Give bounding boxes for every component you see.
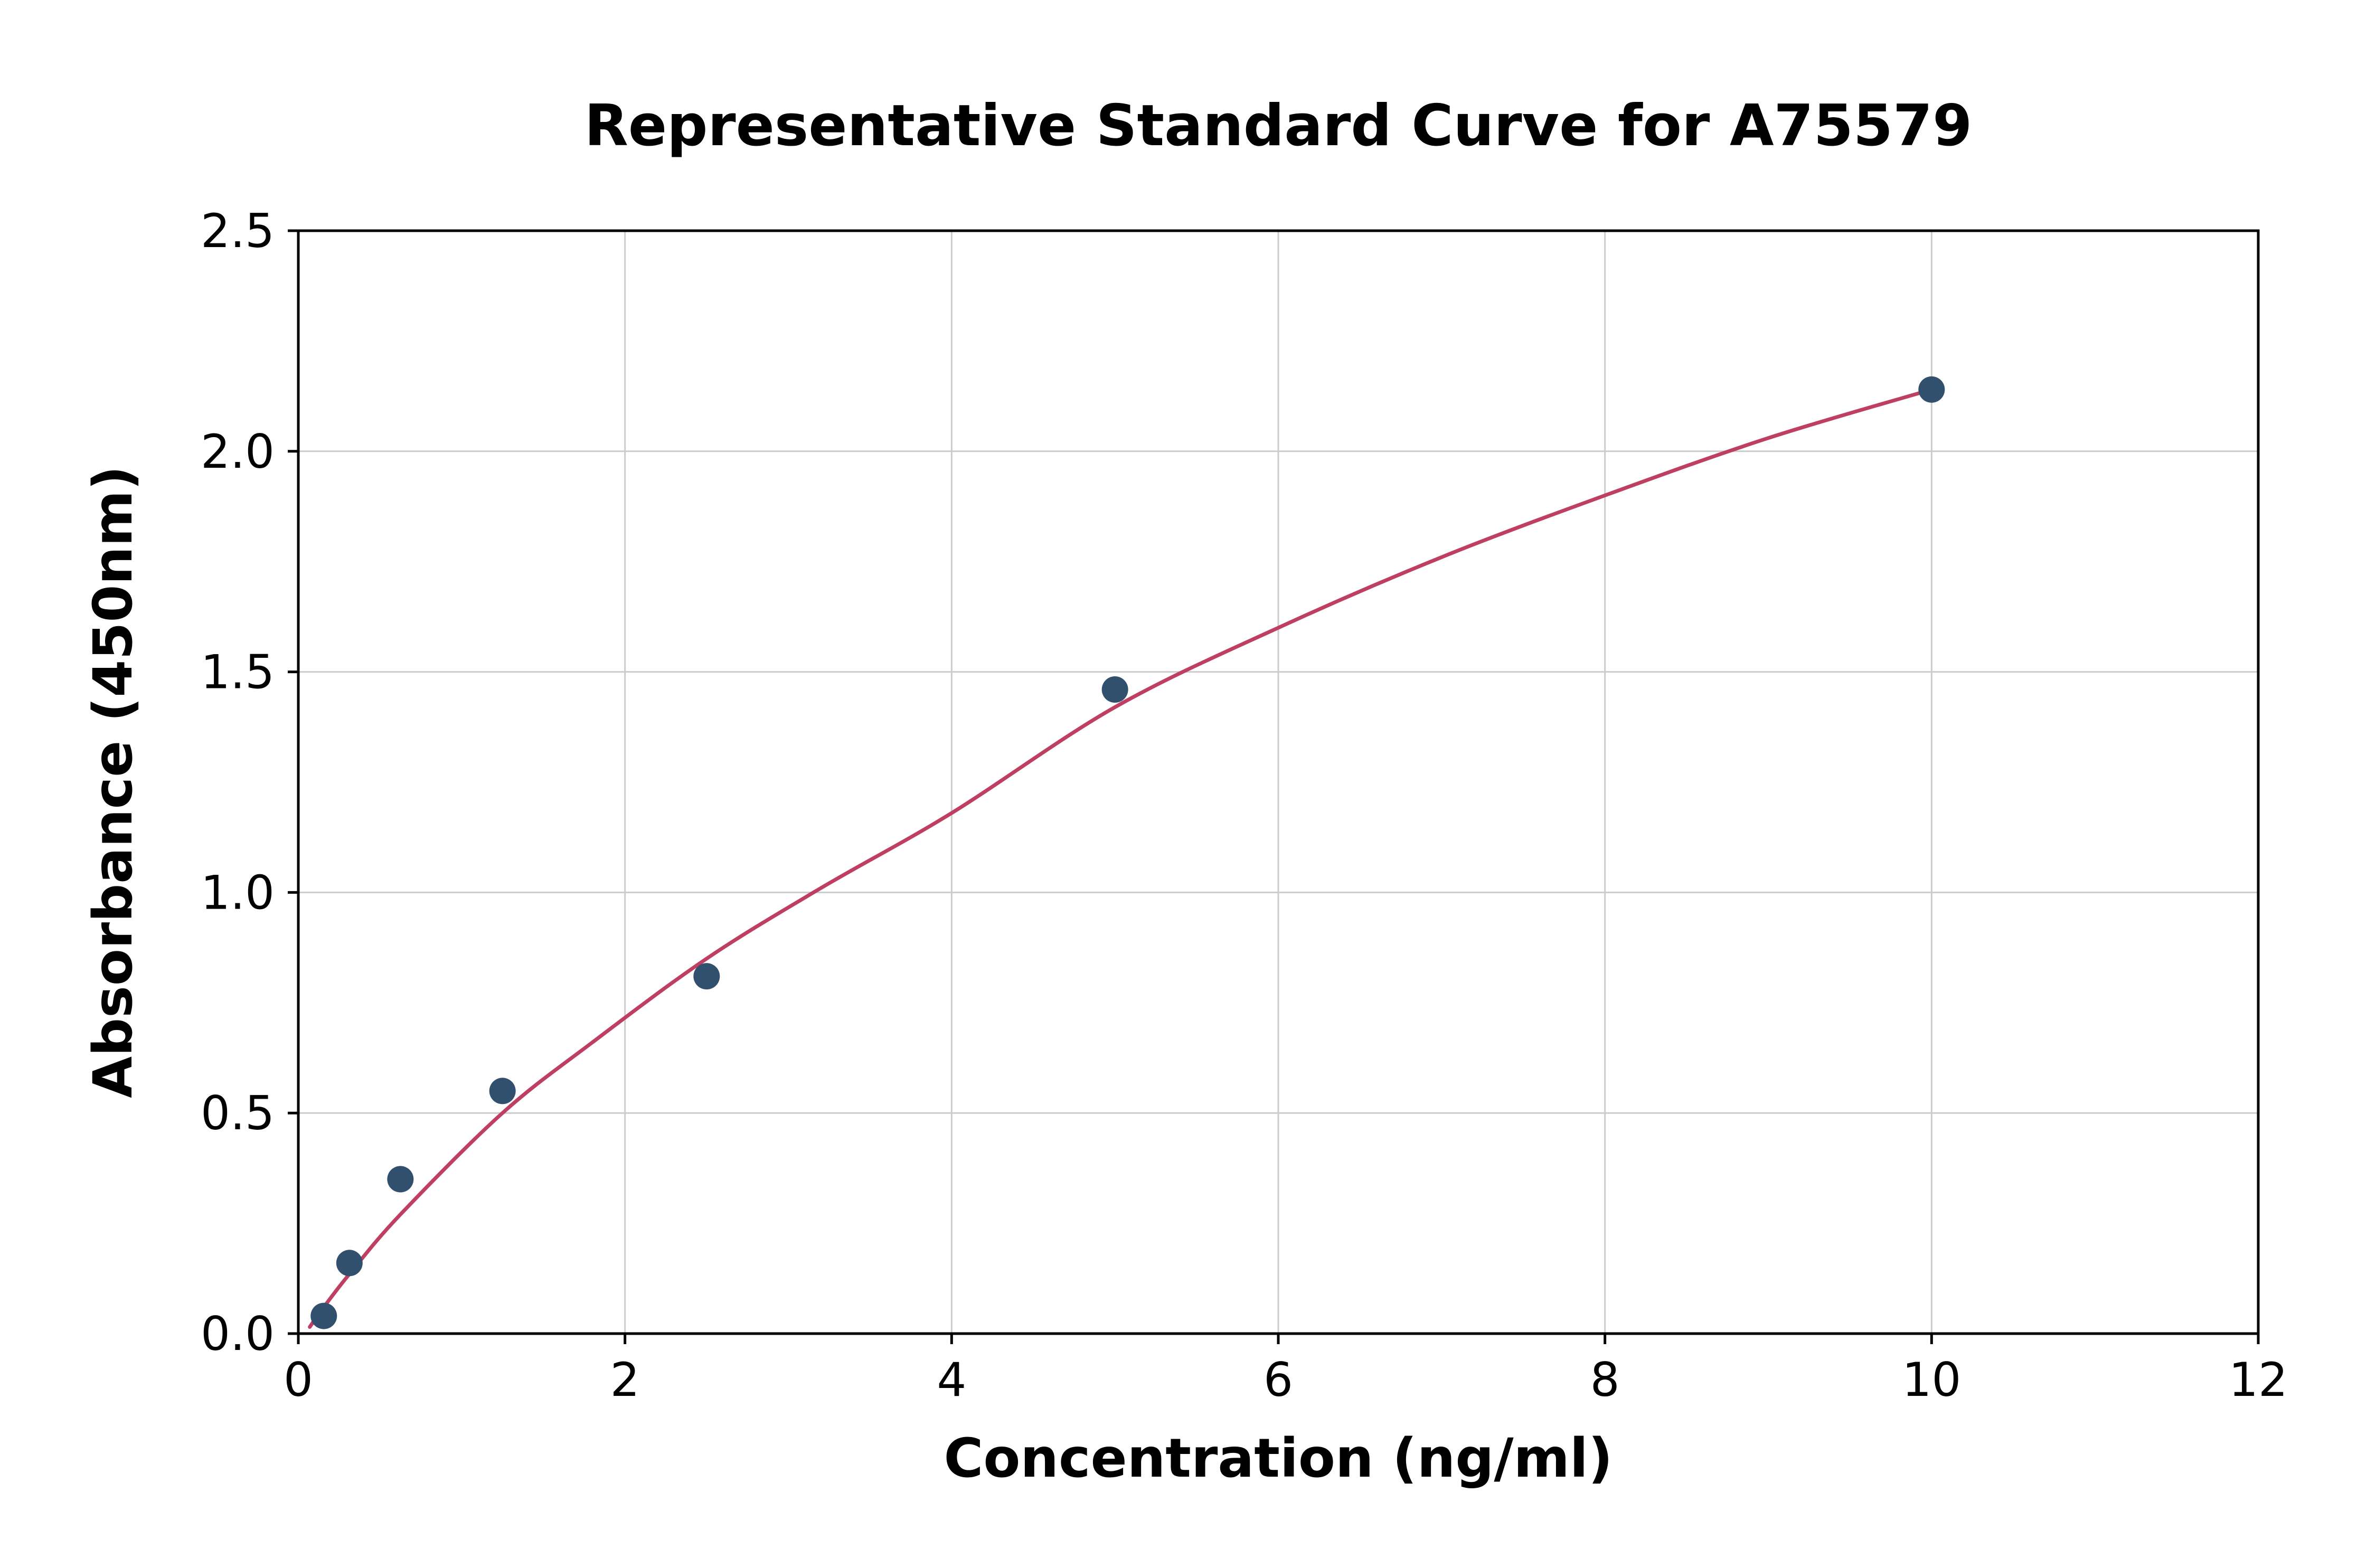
y-axis-label: Absorbance (450nm) [82, 466, 145, 1098]
x-tick-label: 6 [1264, 1353, 1293, 1407]
data-point [489, 1078, 516, 1104]
y-tick-label: 2.5 [201, 204, 275, 258]
y-tick-label: 0.5 [201, 1086, 275, 1140]
data-point [1101, 676, 1128, 703]
x-tick-label: 10 [1902, 1353, 1961, 1407]
x-axis-label: Concentration (ng/ml) [944, 1427, 1613, 1490]
y-tick-label: 1.0 [201, 865, 275, 920]
x-tick-label: 8 [1590, 1353, 1620, 1407]
y-tick-label: 1.5 [201, 645, 275, 700]
y-tick-label: 2.0 [201, 424, 275, 479]
data-point [1918, 376, 1945, 403]
x-tick-label: 4 [937, 1353, 966, 1407]
chart-title: Representative Standard Curve for A75579 [584, 93, 1973, 159]
data-point [693, 963, 720, 990]
y-tick-label: 0.0 [201, 1307, 275, 1361]
data-point [336, 1250, 363, 1277]
data-point [310, 1302, 337, 1329]
x-tick-label: 0 [284, 1353, 313, 1407]
x-tick-label: 12 [2229, 1353, 2288, 1407]
x-tick-label: 2 [610, 1353, 640, 1407]
data-point [387, 1166, 414, 1193]
fit-curve-line [308, 388, 1934, 1329]
